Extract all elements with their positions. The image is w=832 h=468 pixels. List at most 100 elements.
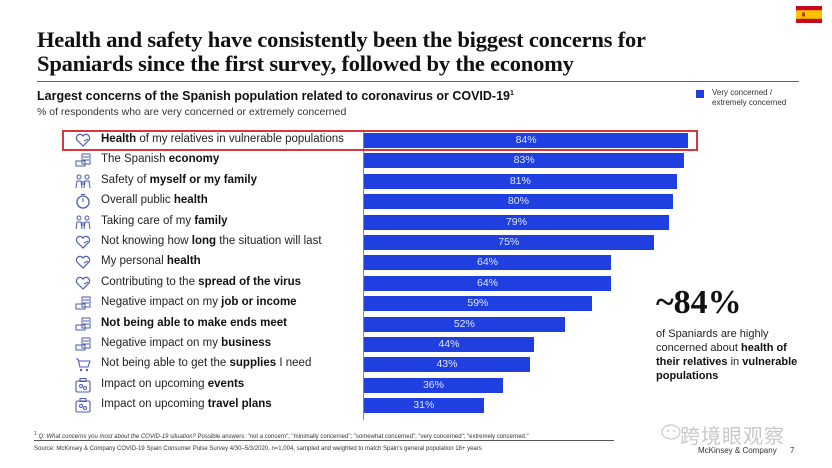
category-label: Safety of myself or my family: [101, 174, 257, 186]
source-note: Source: McKinsey & Company COVID-19 Spai…: [34, 446, 482, 452]
bar: 80%: [364, 194, 673, 210]
category-label-bold: Not being able to make ends meet: [101, 316, 287, 329]
category-label-pre: Impact on upcoming: [101, 377, 208, 390]
category-label-pre: Contributing to the: [101, 275, 199, 288]
category-label-pre: My personal: [101, 255, 167, 268]
footnote-divider: [34, 440, 614, 441]
bar: 64%: [364, 275, 612, 291]
bar-value-label: 80%: [507, 195, 529, 208]
chart-axis: [363, 130, 364, 420]
category-label-bold: health: [166, 255, 201, 268]
category-label-pre: Negative impact on my: [101, 296, 222, 309]
suitcase-icon: [75, 377, 91, 393]
category-label-pre: Negative impact on my: [101, 337, 222, 349]
category-label-pre: Not knowing how: [101, 235, 192, 247]
callout-text-mid: in: [727, 356, 743, 368]
bar: 84%: [364, 133, 689, 148]
bar: 36%: [364, 377, 503, 393]
chart-title-text: Largest concerns of the Spanish populati…: [37, 89, 510, 103]
title-line-2: Spaniards since the first survey, follow…: [37, 51, 574, 76]
bar: 44%: [364, 337, 534, 352]
footnote-question: Q: What concerns you most about the COVI…: [38, 434, 196, 440]
chart-title-footnote-marker: 1: [510, 89, 514, 97]
bar-value-label: 84%: [515, 134, 537, 146]
category-label-bold: supplies: [229, 357, 277, 370]
bar-value-label: 83%: [513, 154, 535, 167]
bar: 79%: [364, 214, 669, 230]
category-label-bold: long: [191, 235, 217, 247]
slide-title: Health and safety have consistently been…: [37, 28, 777, 76]
category-label: Contributing to the spread of the virus: [101, 276, 301, 288]
category-label: The Spanish economy: [101, 153, 219, 165]
category-label-bold: business: [221, 337, 272, 349]
category-label-post: I need: [276, 357, 312, 370]
category-label-bold: events: [207, 377, 245, 390]
category-label-bold: health: [173, 194, 208, 207]
category-label-bold: Health: [101, 133, 137, 145]
category-label-pre: Overall public: [101, 194, 174, 207]
category-label-pre: Taking care of my: [101, 214, 195, 227]
bar-value-label: 64%: [477, 256, 499, 269]
footnote: 1 Q: What concerns you most about the CO…: [34, 431, 529, 440]
bar-value-label: 31%: [413, 399, 435, 412]
bar: 43%: [364, 357, 530, 373]
category-label-pre: Safety of: [101, 173, 150, 186]
bar-value-label: 75%: [498, 236, 520, 248]
spain-flag-icon: [796, 6, 822, 23]
bar: 52%: [364, 316, 565, 332]
brand-name: McKinsey & Company: [698, 446, 777, 455]
bar: 59%: [364, 296, 592, 312]
callout-text: of Spaniards are highly concerned about …: [656, 327, 806, 383]
category-label-pre: Impact on upcoming: [101, 398, 208, 411]
category-label: Overall public health: [101, 194, 208, 206]
bar: 64%: [364, 255, 612, 271]
page-number: 7: [790, 446, 795, 455]
bar-value-label: 81%: [509, 174, 531, 187]
category-label: Negative impact on my job or income: [101, 296, 297, 308]
callout-text-bold2: vulnerable populations: [656, 356, 798, 382]
category-label-bold: job or income: [221, 296, 297, 309]
category-label-post: of my relatives in vulnerable population…: [136, 133, 344, 145]
bar-value-label: 44%: [438, 338, 460, 350]
bar-value-label: 43%: [436, 358, 458, 371]
bar: 75%: [364, 235, 654, 250]
heart-hand-icon: [75, 235, 91, 249]
callout-text-pre: of Spaniards are highly concerned about: [656, 328, 769, 354]
callout-text-bold: health of their relatives: [656, 342, 787, 368]
heart-hand-icon: [75, 133, 91, 147]
bar-value-label: 59%: [467, 297, 489, 310]
money-stack-icon: [75, 296, 91, 310]
category-label: Impact on upcoming events: [101, 378, 244, 390]
category-label-pre: The Spanish: [101, 153, 169, 166]
shopping-cart-icon: [76, 358, 91, 372]
highlight-box: [62, 130, 698, 151]
chart-subtitle: % of respondents who are very concerned …: [37, 106, 347, 118]
category-label: Impact on upcoming travel plans: [101, 398, 272, 410]
bar-value-label: 36%: [422, 378, 444, 391]
category-label-bold: travel plans: [207, 398, 272, 411]
money-stack-icon: [75, 153, 91, 167]
category-label-bold: myself or my family: [149, 173, 257, 186]
title-line-1: Health and safety have consistently been…: [37, 27, 646, 52]
title-divider: [37, 81, 799, 82]
money-stack-icon: [75, 317, 91, 331]
category-label-bold: economy: [168, 153, 220, 166]
bar-value-label: 64%: [477, 276, 499, 289]
category-label-post: the situation will last: [216, 235, 322, 247]
family-icon: [75, 215, 91, 229]
category-label: Not being able to make ends meet: [101, 317, 287, 329]
heart-hand-icon: [75, 276, 91, 290]
watermark: 跨境眼观察: [680, 426, 785, 448]
category-label: Negative impact on my business: [101, 337, 271, 349]
bar: 83%: [364, 153, 685, 169]
bar: 31%: [364, 398, 484, 414]
stopwatch-icon: [76, 194, 90, 209]
category-label: Taking care of my family: [101, 215, 228, 227]
suitcase-icon: [75, 398, 91, 413]
bar: 81%: [364, 173, 677, 189]
category-label: Not being able to get the supplies I nee…: [101, 357, 311, 369]
chart-title: Largest concerns of the Spanish populati…: [37, 89, 514, 103]
category-label: My personal health: [101, 255, 201, 267]
family-icon: [75, 174, 91, 188]
